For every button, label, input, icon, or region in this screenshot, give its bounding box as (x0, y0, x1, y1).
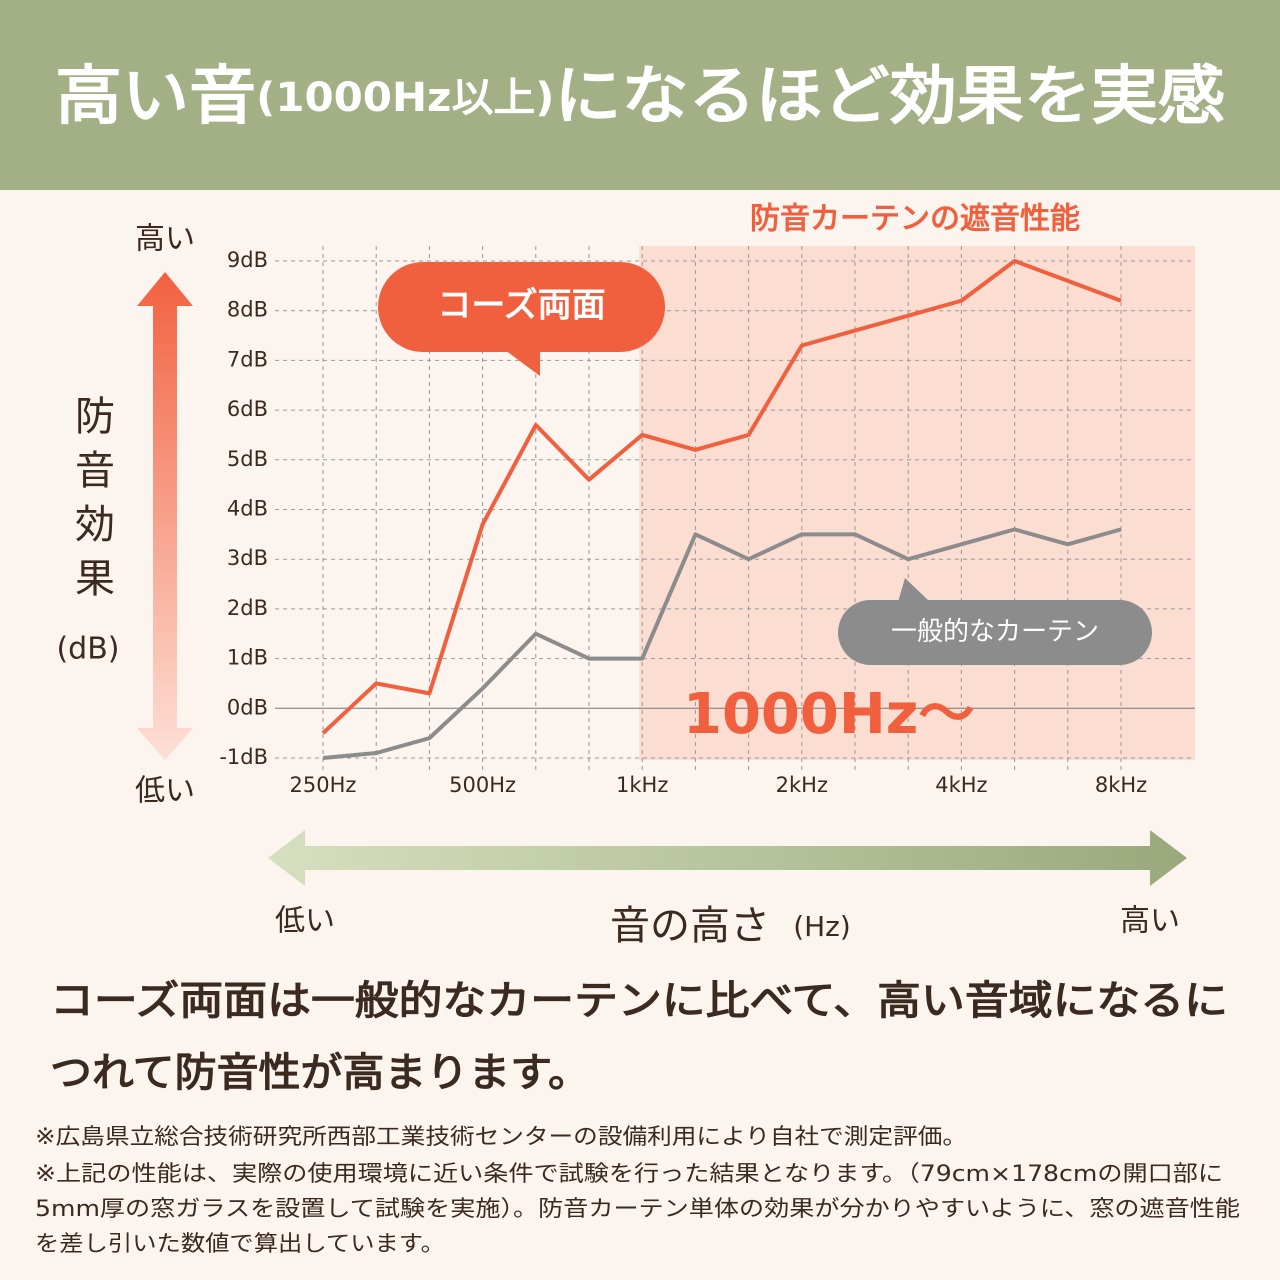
note-line: ※広島県立総合技術研究所西部工業技術センターの設備利用により自社で測定評価。 (35, 1125, 967, 1150)
title: 高い音 (1000Hz以上) になるほど効果を実感 (55, 60, 1225, 134)
x-tick-label: 4kHz (935, 773, 987, 797)
y-tick-label: -1dB (219, 745, 268, 769)
y-tick-label: 7dB (227, 347, 268, 371)
y-tick-label: 1dB (227, 646, 268, 670)
legend-label: 一般的なカーテン (891, 617, 1099, 647)
x-axis-label: 音の高さ (610, 903, 770, 949)
note-line: ※上記の性能は、実際の使用環境に近い条件で試験を行った結果となります。（79cm… (35, 1162, 1223, 1187)
y-tick-label: 6dB (227, 397, 268, 421)
annotation: 1000Hz〜 (683, 682, 974, 747)
y-arrow (137, 272, 193, 760)
series-line (321, 259, 1122, 735)
highlight-region (639, 246, 1195, 760)
x-arrow (268, 830, 1187, 886)
legend-bubble (378, 262, 665, 352)
y-tick-label: 5dB (227, 447, 268, 471)
y-tick-label: 8dB (227, 298, 268, 322)
legend-bubble-tail (505, 350, 540, 376)
y-tick-label: 2dB (227, 596, 268, 620)
y-tick-label: 0dB (227, 695, 268, 719)
x-tick-label: 1kHz (616, 773, 668, 797)
x-high-label: 高い (1120, 904, 1180, 939)
legend-bubble-tail (898, 578, 930, 602)
title-part: 高い音 (55, 60, 256, 134)
y-tick-label: 4dB (227, 497, 268, 521)
x-axis-unit: (Hz) (793, 910, 851, 943)
y-axis-label: 防音効果 (68, 395, 114, 611)
x-tick-label: 8kHz (1095, 773, 1147, 797)
note-line: を差し引いた数値で算出しています。 (35, 1232, 445, 1257)
body-line: コーズ両面は一般的なカーテンに比べて、高い音域になるに (50, 978, 1228, 1024)
highlight-label: 防音カーテンの遮音性能 (750, 202, 1080, 237)
series-line (322, 527, 1122, 760)
y-tick-label: 9dB (227, 248, 268, 272)
x-tick-label: 500Hz (449, 773, 516, 797)
x-tick-label: 250Hz (290, 773, 357, 797)
y-axis-unit: (dB) (56, 632, 119, 667)
header-band (0, 0, 1280, 190)
x-low-label: 低い (275, 904, 335, 939)
legend-bubble (838, 600, 1152, 665)
note-line: 5mm厚の窓ガラスを設置して試験を実施）。防音カーテン単体の効果が分かりやすいよ… (35, 1197, 1240, 1222)
y-high-label: 高い (135, 222, 195, 257)
y-low-label: 低い (135, 774, 195, 809)
body-line: つれて防音性が高まります。 (50, 1050, 590, 1096)
y-tick-label: 3dB (227, 546, 268, 570)
x-tick-label: 2kHz (776, 773, 828, 797)
legend-label: コーズ両面 (437, 286, 605, 326)
title-part: (1000Hz以上) (256, 75, 554, 121)
title-part: になるほど効果を実感 (554, 60, 1225, 134)
